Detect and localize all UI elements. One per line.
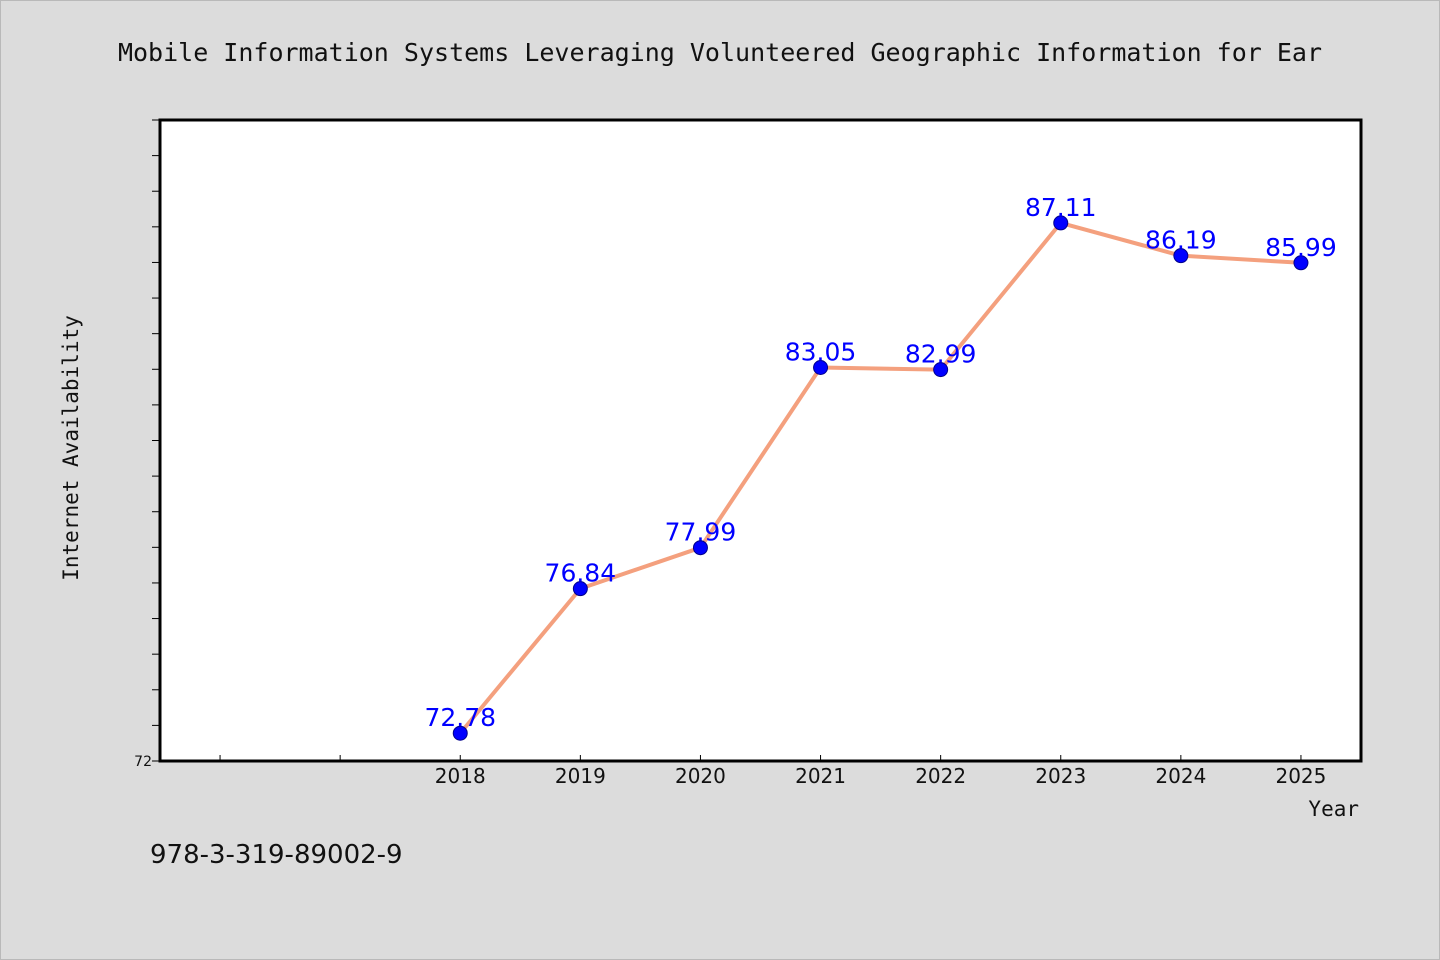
data-point [1293, 255, 1309, 271]
x-tick-label: 2024 [1155, 764, 1206, 788]
x-tick-label: 2025 [1275, 764, 1326, 788]
data-label: 83.05 [785, 337, 857, 366]
y-axis-tick-labels: 72 [134, 754, 152, 770]
x-tick-label: 2023 [1035, 764, 1086, 788]
data-point [1173, 248, 1189, 264]
x-axis-tick-labels: 2018 2019 2020 2021 2022 2023 2024 2025 [435, 764, 1327, 788]
data-label: 77.99 [665, 518, 737, 547]
data-label: 86.19 [1145, 226, 1217, 255]
x-tick-label: 2018 [435, 764, 486, 788]
x-tick-label: 2020 [675, 764, 726, 788]
x-axis-label: Year [1308, 797, 1359, 821]
data-point [572, 581, 588, 597]
data-point [452, 725, 468, 741]
data-markers [452, 215, 1309, 741]
data-label: 82.99 [905, 340, 977, 369]
footnote-isbn: 978-3-319-89002-9 [150, 840, 403, 870]
series-line [458, 220, 1302, 735]
x-axis-ticks [219, 755, 1302, 761]
x-tick-label: 2022 [915, 764, 966, 788]
data-label: 76.84 [545, 559, 617, 588]
y-axis-label: Internet Availability [59, 315, 83, 581]
data-label: 72.78 [424, 703, 496, 732]
y-axis-ticks [152, 119, 160, 762]
x-tick-label: 2021 [795, 764, 846, 788]
data-point [692, 540, 708, 556]
plot-area [158, 118, 1363, 763]
chart-title: Mobile Information Systems Leveraging Vo… [118, 38, 1322, 67]
y-tick-label: 72 [134, 754, 152, 770]
data-point [933, 362, 949, 378]
data-labels: 72.78 76.84 77.99 83.05 82.99 87.11 86.19 85.99 [424, 193, 1336, 732]
data-label: 87.11 [1025, 193, 1097, 222]
data-point [1053, 215, 1069, 231]
x-tick-label: 2019 [555, 764, 606, 788]
data-point [813, 359, 829, 375]
data-label: 85.99 [1265, 233, 1337, 262]
